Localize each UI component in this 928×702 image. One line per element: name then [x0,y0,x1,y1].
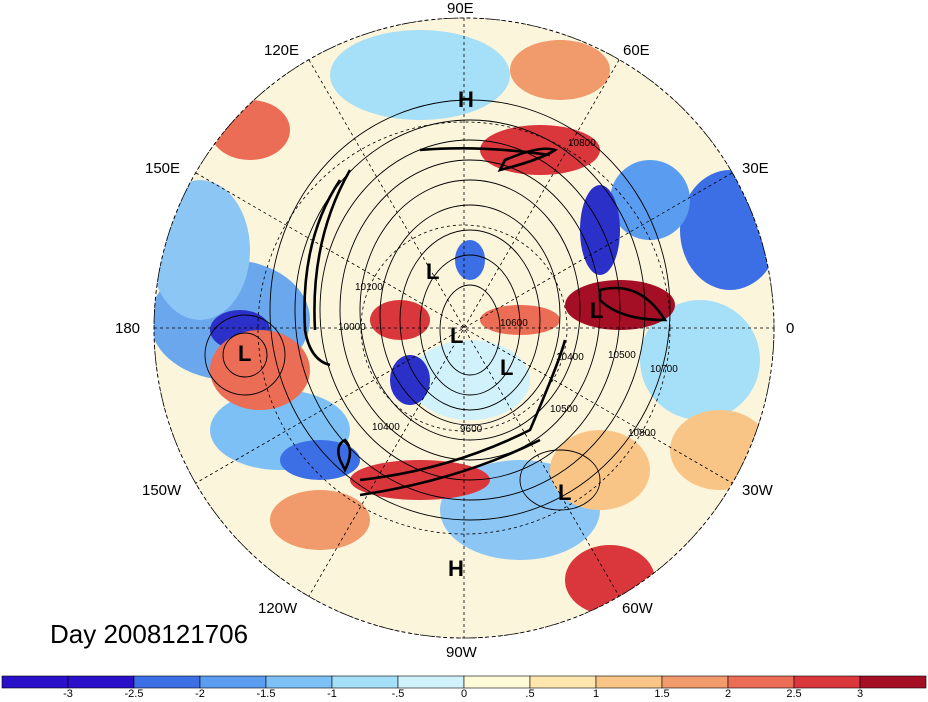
contour-label: 10400 [556,352,584,363]
contour-label: 10000 [338,322,366,333]
colorbar-swatch [463,675,531,689]
low-center: L [238,341,251,366]
colorbar-tick-label: .5 [525,688,535,700]
colorbar-tick-label: 2 [724,688,732,700]
colorbar-tick-label: 3 [856,688,864,700]
longitude-label-120w: 120W [258,600,298,617]
contour-label: 10400 [372,422,400,433]
colorbar-tick-label: -2 [195,688,205,700]
colorbar-swatch [727,675,795,689]
longitude-label-150w: 150W [142,482,182,499]
colorbar-swatch [793,675,861,689]
longitude-label-60w: 60W [622,600,653,617]
colorbar-tick-label: 0 [460,688,468,700]
contour-value-labels: 10800 10800 10700 10500 10500 10400 1040… [338,138,678,439]
colorbar-swatch [265,675,333,689]
longitude-label-180: 180 [115,320,141,337]
contour-label: 9600 [460,424,483,435]
colorbar-tick-label: 1.5 [654,688,670,700]
longitude-label-60e: 60E [623,42,650,59]
longitude-label-150e: 150E [145,160,181,177]
colorbar-tick-label: -1.5 [256,688,276,700]
contour-label: 10500 [608,350,636,361]
contour-label: 10100 [355,282,383,293]
low-center: L [590,298,603,323]
longitude-label-30w: 30W [742,482,773,499]
longitude-label-0: 0 [786,320,795,337]
colorbar-swatch [859,675,927,689]
high-center: H [448,556,464,581]
colorbar-swatch [199,675,267,689]
longitude-label-90w: 90W [446,644,477,661]
colorbar-swatch [529,675,597,689]
colorbar-swatch [67,675,135,689]
colorbar-swatch [661,675,729,689]
colorbar-swatch [1,675,69,689]
longitude-label-90e: 90E [447,0,474,17]
contour-label: 10800 [568,138,596,149]
contour-label: 10800 [628,428,656,439]
contour-label: 10700 [650,364,678,375]
height-contours [204,99,671,521]
colorbar [1,675,927,689]
date-label: Day 2008121706 [50,619,249,649]
colorbar-tick-label: 2.5 [786,688,802,700]
high-center: H [458,87,474,112]
low-center: L [426,259,439,284]
colorbar-swatch [331,675,399,689]
colorbar-tick-label: 1 [592,688,600,700]
colorbar-tick-label: -2.5 [124,688,144,700]
pressure-centers: H L L L L L L H [238,87,603,581]
low-center: L [450,323,463,348]
colorbar-tick-label: -3 [63,688,73,700]
longitude-label-30e: 30E [742,160,769,177]
low-center: L [500,355,513,380]
colorbar-tick-label: -.5 [391,688,405,700]
colorbar-swatch [397,675,465,689]
low-center: L [558,480,571,505]
contour-label: 10600 [500,318,528,329]
colorbar-tick-label: -1 [327,688,337,700]
colorbar-swatch [595,675,663,689]
contour-label: 10500 [550,404,578,415]
longitude-label-120e: 120E [264,42,300,59]
colorbar-swatch [133,675,201,689]
